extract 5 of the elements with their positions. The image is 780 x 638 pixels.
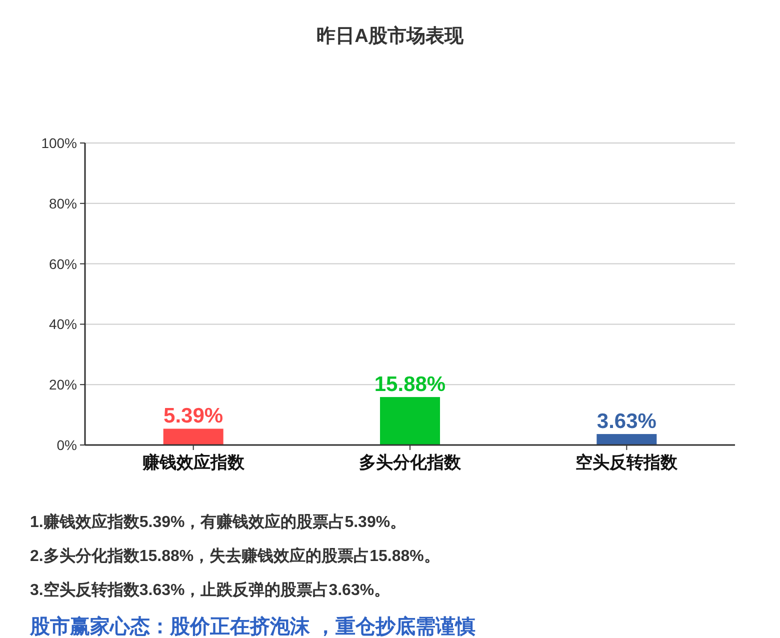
annotation: 3.空头反转指数3.63%，止跌反弹的股票占3.63%。: [30, 582, 390, 599]
title: 昨日A股市场表现: [316, 26, 464, 47]
annotation: 2.多头分化指数15.88%，失去赚钱效应的股票占15.88%。: [30, 548, 440, 565]
annotation: 股市赢家心态：股价正在挤泡沫 ，重仓抄底需谨慎: [30, 616, 476, 638]
annotation: 1.赚钱效应指数5.39%，有赚钱效应的股票占5.39%。: [30, 514, 406, 531]
